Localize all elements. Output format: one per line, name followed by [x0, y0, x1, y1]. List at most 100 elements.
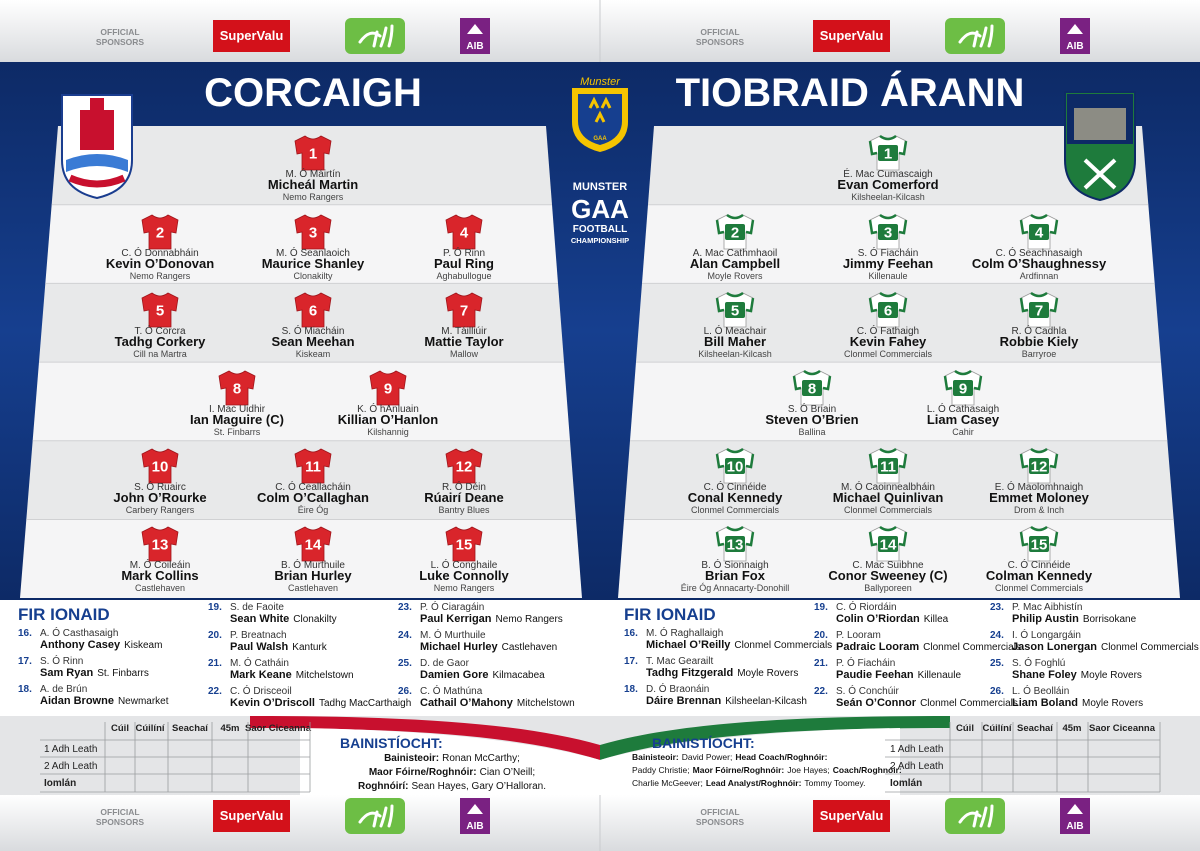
player-irish-name: A. Mac Cathmhaoil: [693, 248, 777, 259]
number-box: [878, 458, 898, 474]
score-column-header: Cúil: [111, 723, 129, 734]
number-box: [1029, 224, 1049, 240]
player-club: Drom & Inch: [1014, 505, 1064, 515]
player-club: Ballyporeen: [864, 583, 912, 593]
jersey-trim: [715, 525, 755, 547]
jersey: [141, 526, 179, 562]
player-name: Conor Sweeney (C): [828, 568, 947, 583]
number-box: [725, 302, 745, 318]
player-club: Éire Óg Annacarty-Donohill: [681, 583, 790, 593]
player-name: Kevin O’Donovan: [106, 256, 214, 271]
jersey-trim: [943, 369, 983, 391]
sub-number: 16.: [624, 628, 638, 639]
sub-number: 22.: [814, 686, 828, 697]
player-name: Ian Maguire (C): [190, 412, 284, 427]
sub-name: Kevin O’Driscoll: [230, 697, 315, 709]
munster-logo: [572, 88, 628, 152]
jersey-number: 3: [884, 225, 892, 242]
sub-irish-name: A. de Brún: [40, 684, 87, 695]
number-box: [802, 380, 822, 396]
number-box: [725, 536, 745, 552]
supervalu-logo: [813, 800, 890, 832]
sponsor-label: OFFICIAL: [100, 27, 139, 37]
green-swoosh: [600, 716, 950, 760]
player-irish-name: L. Ó Cathasaigh: [927, 402, 999, 415]
player-irish-name: S. Ó Fiacháin: [858, 246, 919, 259]
sub-name: Colin O’Riordan: [836, 613, 920, 625]
supervalu-text: SuperValu: [820, 808, 884, 823]
sub-irish-name: A. Ó Casthasaigh: [40, 626, 118, 639]
player-irish-name: S. Ó Briain: [788, 402, 836, 415]
sub-club: Moyle Rovers: [1081, 670, 1142, 681]
player-club: St. Finbarrs: [214, 427, 261, 437]
player-name: Michael Quinlivan: [833, 490, 944, 505]
sub-name: Jason Lonergan: [1012, 641, 1097, 653]
munster-wordmark: Munster: [580, 76, 621, 88]
management-line: Paddy Christie; Maor Fóirne/Roghnóir: Joe …: [632, 765, 902, 775]
sub-line: Padraic Looram Clonmel Commercials: [836, 641, 1021, 653]
championship-text: FOOTBALL: [573, 224, 627, 235]
sponsor-label: SPONSORS: [696, 37, 745, 47]
aib-mark: [467, 804, 483, 814]
supervalu-text: SuperValu: [220, 808, 284, 823]
sub-club: Mitchelstown: [296, 670, 354, 681]
sub-number: 19.: [814, 602, 828, 613]
supervalu-logo: [813, 20, 890, 52]
sub-number: 21.: [208, 658, 222, 669]
management-role: Roghnóirí:: [358, 781, 409, 792]
player-name: Emmet Moloney: [989, 490, 1089, 505]
score-row-label: 1 Adh Leath: [890, 744, 943, 755]
player-name: Liam Casey: [927, 412, 1000, 427]
jersey: [141, 292, 179, 328]
player-name: Bill Maher: [704, 334, 766, 349]
player-club: Ardfinnan: [1020, 271, 1059, 281]
jersey-number: 6: [884, 303, 892, 320]
sub-line: Tadhg Fitzgerald Moyle Rovers: [646, 667, 798, 679]
player-name: John O’Rourke: [113, 490, 206, 505]
aib-mark: [1067, 24, 1083, 34]
team-name: TIOBRAID ÁRANN: [676, 70, 1025, 115]
sub-number: 23.: [398, 602, 412, 613]
team-name: CORCAIGH: [204, 71, 422, 115]
score-column-header: Saor Ciceanna: [245, 723, 312, 734]
jersey: [369, 370, 407, 406]
management-title: BAINISTÍOCHT:: [340, 735, 443, 751]
score-row-label: 2 Adh Leath: [890, 761, 943, 772]
management-role: Coach/Roghnóir:: [833, 765, 902, 775]
sub-club: Tadhg MacCarthaigh: [319, 698, 411, 709]
management-line: Bainisteoir: Ronan McCarthy;: [384, 753, 520, 764]
sub-name: Aidan Browne: [40, 695, 114, 707]
sub-club: St. Finbarrs: [97, 668, 149, 679]
sub-name: Damien Gore: [420, 669, 488, 681]
management-title: BAINISTÍOCHT:: [652, 735, 755, 751]
jersey-number: 15: [1031, 537, 1048, 554]
player-club: Kilshannig: [367, 427, 409, 437]
score-column-header: Seachaí: [172, 723, 208, 734]
player-name: Jimmy Feehan: [843, 256, 933, 271]
sub-line: Philip Austin Borrisokane: [1012, 613, 1137, 625]
management-name: Tommy Toomey.: [804, 778, 865, 788]
player-club: Nemo Rangers: [283, 192, 344, 202]
sub-line: Dáire Brennan Kilsheelan-Kilcash: [646, 695, 807, 707]
jersey-number: 1: [884, 146, 892, 163]
player-club: Clonmel Commercials: [691, 505, 780, 515]
management-name: David Power;: [682, 752, 733, 762]
jersey: [141, 448, 179, 484]
sub-line: Michael O’Reilly Clonmel Commercials: [646, 639, 832, 651]
jersey-trim: [715, 213, 755, 235]
sub-club: Clonmel Commercials: [920, 698, 1018, 709]
sub-line: Michael Hurley Castlehaven: [420, 641, 557, 653]
sub-irish-name: C. Ó Riordáin: [836, 600, 897, 613]
player-name: Maurice Shanley: [262, 256, 365, 271]
